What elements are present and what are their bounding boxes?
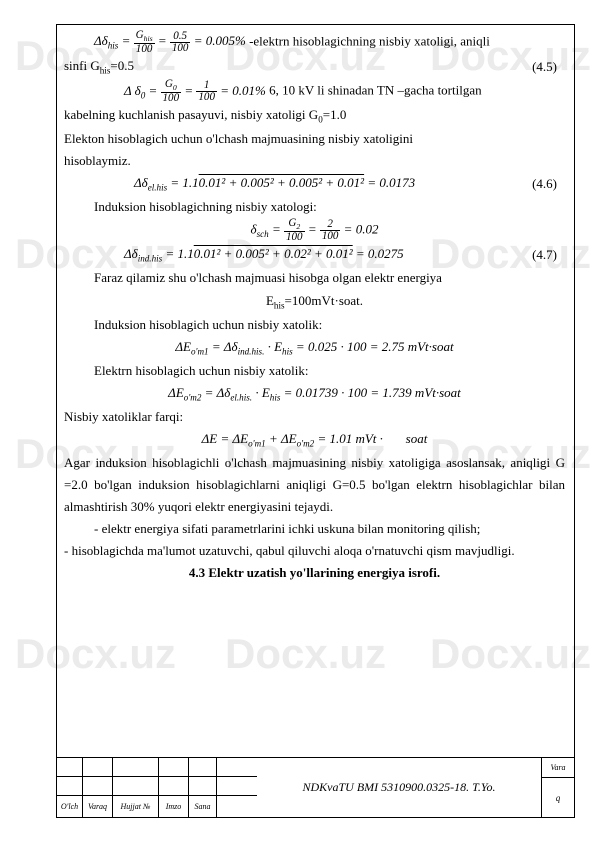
- stamp-row-blank2: [57, 777, 257, 796]
- text-2a: sinfi G: [64, 58, 100, 73]
- line-3: Δ δ0 = G0100 = 1100 = 0.01% 6, 10 kV li …: [64, 79, 565, 104]
- stamp-right: Vara q: [542, 758, 574, 817]
- line-12: Nisbiy xatoliklar farqi:: [64, 406, 565, 428]
- cell-blank: [83, 777, 113, 795]
- page-content: Δδhis = Ghis100 = 0.5100 = 0.005% -elekt…: [64, 30, 565, 585]
- cell-blank: [113, 777, 159, 795]
- line-eq47: Δδind.his = 1.10.01² + 0.005² + 0.02² + …: [64, 243, 565, 267]
- section-title: 4.3 Elektr uzatish yo'llarining energiya…: [64, 562, 565, 584]
- line-5: Elekton hisoblagich uchun o'lchash majmu…: [64, 128, 565, 150]
- line-6: hisoblaymiz.: [64, 150, 565, 172]
- title-block: O'lch Varaq Hujjat № Imzo Sana NDKvaTU B…: [57, 757, 574, 817]
- line-11: Elektrn hisoblagich uchun nisbiy xatolik…: [64, 360, 565, 382]
- cell-sana: Sana: [189, 796, 217, 817]
- text-1: -elektrn hisoblagichning nisbiy xatoligi…: [249, 33, 490, 48]
- cell-hujjat: Hujjat №: [113, 796, 159, 817]
- line-eq-ind: ΔEo'm1 = Δδind.his. · Ehis = 0.025 · 100…: [64, 336, 565, 360]
- text-4a: kabelning kuchlanish pasayuvi, nisbiy xa…: [64, 107, 318, 122]
- cell-blank: [189, 777, 217, 795]
- text-3: 6, 10 kV li shinadan TN –gacha tortilgan: [269, 83, 482, 98]
- stamp-doc-number: NDKvaTU BMI 5310900.0325-18. T.Yo.: [257, 758, 542, 817]
- line-8: Faraz qilamiz shu o'lchash majmuasi hiso…: [64, 267, 565, 289]
- stamp-row-blank1: [57, 758, 257, 777]
- text-9c: =100mVt·soat.: [285, 293, 363, 308]
- eq-num-45: (4.5): [532, 56, 565, 78]
- cell-blank: [159, 758, 189, 776]
- text-4c: =1.0: [323, 107, 347, 122]
- cell-varaq: Varaq: [83, 796, 113, 817]
- stamp-left: O'lch Varaq Hujjat № Imzo Sana: [57, 758, 257, 817]
- line-4: kabelning kuchlanish pasayuvi, nisbiy xa…: [64, 104, 565, 128]
- cell-blank: [57, 758, 83, 776]
- line-2: sinfi Ghis=0.5 (4.5): [64, 55, 565, 79]
- eq-num-47: (4.7): [532, 244, 565, 266]
- line-eq-diff: ΔE = ΔEo'm1 + ΔEo'm2 = 1.01 mVt · soat: [64, 428, 565, 452]
- line-15: - hisoblagichda ma'lumot uzatuvchi, qabu…: [64, 540, 565, 562]
- text-9a: E: [266, 293, 274, 308]
- stamp-vara-label: Vara: [542, 758, 574, 778]
- line-14: - elektr energiya sifati parametrlarini …: [64, 518, 565, 540]
- line-10: Induksion hisoblagich uchun nisbiy xatol…: [64, 314, 565, 336]
- cell-blank: [83, 758, 113, 776]
- stamp-row-headers: O'lch Varaq Hujjat № Imzo Sana: [57, 796, 257, 817]
- text-2b: his: [100, 66, 111, 76]
- line-13: Agar induksion hisoblagichli o'lchash ma…: [64, 452, 565, 518]
- cell-blank: [189, 758, 217, 776]
- text-9b: his: [274, 300, 285, 310]
- line-eq-el: ΔEo'm2 = Δδel.his. · Ehis = 0.01739 · 10…: [64, 382, 565, 406]
- cell-blank: [113, 758, 159, 776]
- line-9: Ehis=100mVt·soat.: [64, 290, 565, 314]
- line-7: Induksion hisoblagichning nisbiy xatolog…: [64, 196, 565, 218]
- eq-num-46: (4.6): [532, 173, 565, 195]
- stamp-page-q: q: [542, 778, 574, 817]
- line-mid-formula: δsch = G2100 = 2100 = 0.02: [64, 218, 565, 243]
- text-2c: =0.5: [110, 58, 134, 73]
- cell-blank: [159, 777, 189, 795]
- cell-olch: O'lch: [57, 796, 83, 817]
- line-eq46: Δδel.his = 1.10.01² + 0.005² + 0.005² + …: [64, 172, 565, 196]
- cell-imzo: Imzo: [159, 796, 189, 817]
- cell-blank: [57, 777, 83, 795]
- line-formula-1: Δδhis = Ghis100 = 0.5100 = 0.005% -elekt…: [64, 30, 565, 55]
